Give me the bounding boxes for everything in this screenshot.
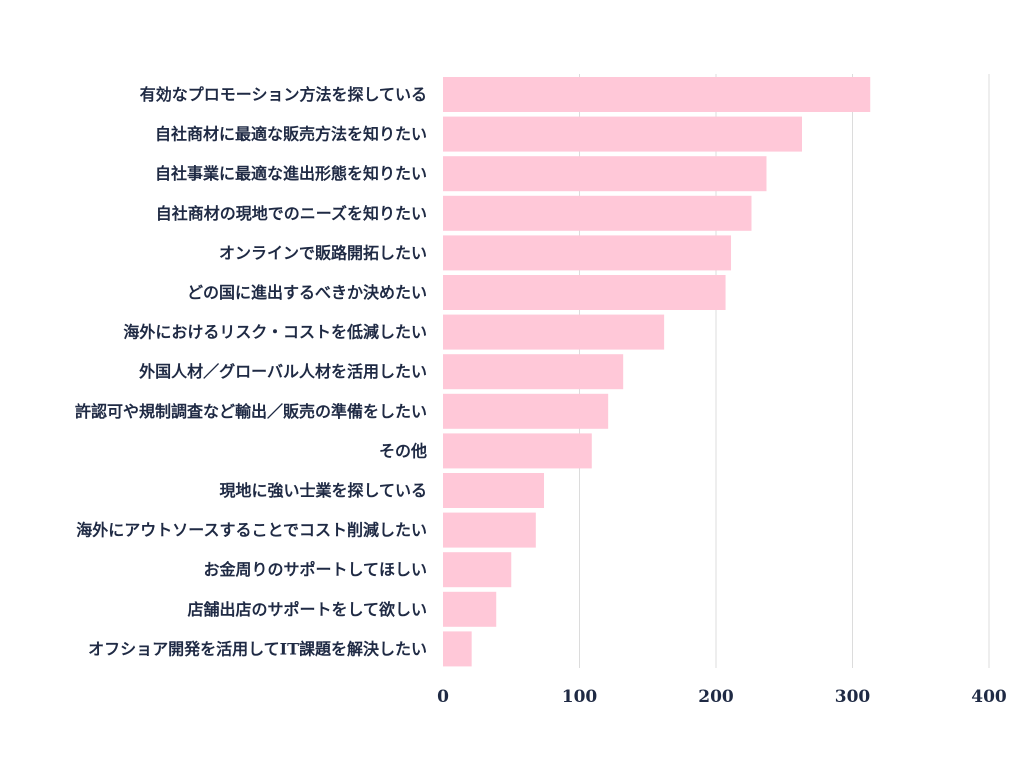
bar [443, 433, 592, 469]
bar [443, 235, 732, 271]
bar [443, 116, 802, 152]
category-label: 自社商材の現地でのニーズを知りたい [156, 204, 427, 223]
bar [443, 156, 767, 192]
bar [443, 473, 545, 508]
bar [443, 354, 624, 390]
category-label: お金周りのサポートしてほしい [203, 560, 427, 579]
bar [443, 275, 726, 310]
x-tick-label: 200 [698, 687, 734, 707]
category-labels: 有効なプロモーション方法を探している自社商材に最適な販売方法を知りたい自社事業に… [75, 85, 427, 658]
category-label: 有効なプロモーション方法を探している [140, 85, 427, 104]
category-label: 自社商材に最適な販売方法を知りたい [155, 125, 427, 144]
category-label: 自社事業に最適な進出形態を知りたい [155, 164, 427, 183]
x-tick-label: 300 [835, 687, 871, 707]
bar [443, 591, 497, 627]
category-label: 許認可や規制調査など輸出／販売の準備をしたい [75, 402, 427, 421]
category-label: 現地に強い士業を探している [219, 481, 427, 500]
bar [443, 77, 871, 112]
x-tick-label: 400 [971, 687, 1007, 707]
category-label: 海外におけるリスク・コストを低減したい [123, 323, 427, 342]
category-label: 海外にアウトソースすることでコスト削減したい [76, 521, 427, 540]
x-tick-label: 100 [562, 687, 598, 707]
bar [443, 195, 752, 231]
x-axis-tick-labels: 0 100 200 300 400 [437, 687, 1007, 707]
bar [443, 512, 536, 548]
bar [443, 631, 472, 667]
category-label: 店舗出店のサポートをして欲しい [187, 600, 427, 619]
category-label: 外国人材／グローバル人材を活用したい [138, 362, 427, 381]
bar [443, 314, 665, 350]
category-label: その他 [379, 441, 427, 460]
bars [443, 77, 871, 667]
category-label: どの国に進出するべきか決めたい [187, 283, 427, 302]
category-label: オンラインで販路開拓したい [219, 243, 427, 262]
bar [443, 552, 512, 588]
category-label: オフショア開発を活用してIT課題を解決したい [88, 639, 427, 658]
bar [443, 393, 609, 429]
x-tick-label: 0 [437, 687, 449, 707]
